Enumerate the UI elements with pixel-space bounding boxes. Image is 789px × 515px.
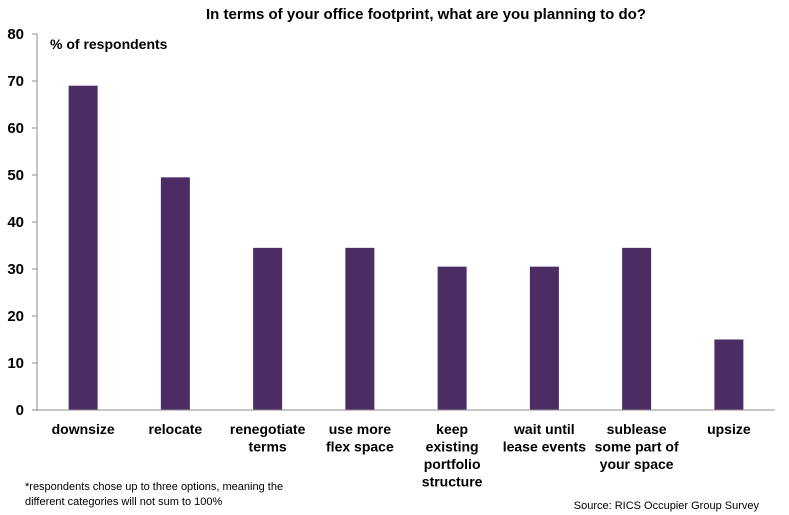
y-tick-label: 20 bbox=[7, 308, 24, 325]
x-tick-label-line: use more bbox=[329, 421, 391, 437]
x-tick-label: upsize bbox=[707, 421, 751, 437]
y-tick-label: 60 bbox=[7, 120, 24, 137]
y-tick-label: 30 bbox=[7, 261, 24, 278]
x-tick-label-line: your space bbox=[600, 456, 674, 472]
bar bbox=[714, 339, 744, 410]
y-axis-ticks: 0 10 20 30 40 50 60 70 80 bbox=[7, 26, 37, 419]
bar bbox=[160, 177, 190, 410]
x-tick-label: sublease some part of your space bbox=[595, 421, 679, 472]
x-tick-label-line: portfolio bbox=[424, 456, 481, 472]
x-tick-label-line: downsize bbox=[52, 421, 115, 437]
y-tick-label: 0 bbox=[16, 402, 24, 419]
x-axis-ticks: downsize relocate renegotiate terms use more… bbox=[52, 421, 751, 490]
x-tick-label: use more flex space bbox=[326, 421, 394, 455]
x-tick-label-line: renegotiate bbox=[230, 421, 306, 437]
x-tick-label-line: sublease bbox=[607, 421, 667, 437]
y-tick-label: 40 bbox=[7, 214, 24, 231]
x-tick-label-line: wait until bbox=[513, 421, 575, 437]
x-tick-label: wait until lease events bbox=[503, 421, 586, 455]
y-tick-label: 10 bbox=[7, 355, 24, 372]
x-tick-label-line: structure bbox=[422, 474, 483, 490]
chart-title: In terms of your office footprint, what … bbox=[206, 6, 646, 23]
source-note: Source: RICS Occupier Group Survey bbox=[574, 500, 760, 512]
x-tick-label-line: lease events bbox=[503, 439, 586, 455]
x-tick-label-line: flex space bbox=[326, 439, 394, 455]
bar bbox=[437, 266, 467, 410]
x-tick-label-line: existing bbox=[426, 439, 479, 455]
y-tick-label: 70 bbox=[7, 73, 24, 90]
footnote-line-1: *respondents chose up to three options, … bbox=[25, 481, 283, 493]
bar bbox=[529, 266, 559, 410]
x-tick-label: keep existing portfolio structure bbox=[422, 421, 483, 490]
x-tick-label-line: upsize bbox=[707, 421, 751, 437]
y-tick-label: 80 bbox=[7, 26, 24, 43]
x-tick-label-line: terms bbox=[249, 439, 287, 455]
bar bbox=[622, 247, 652, 410]
x-tick-label: renegotiate terms bbox=[230, 421, 306, 455]
y-axis-label: % of respondents bbox=[50, 36, 168, 52]
x-tick-label-line: some part of bbox=[595, 439, 679, 455]
x-tick-label-line: relocate bbox=[149, 421, 203, 437]
bar bbox=[68, 85, 98, 410]
x-tick-label: relocate bbox=[149, 421, 203, 437]
bar bbox=[345, 247, 375, 410]
x-tick-label-line: keep bbox=[436, 421, 468, 437]
footnote-line-2: different categories will not sum to 100… bbox=[25, 496, 223, 508]
bar bbox=[253, 247, 283, 410]
bars-group bbox=[68, 85, 744, 410]
x-tick-label: downsize bbox=[52, 421, 115, 437]
y-tick-label: 50 bbox=[7, 167, 24, 184]
